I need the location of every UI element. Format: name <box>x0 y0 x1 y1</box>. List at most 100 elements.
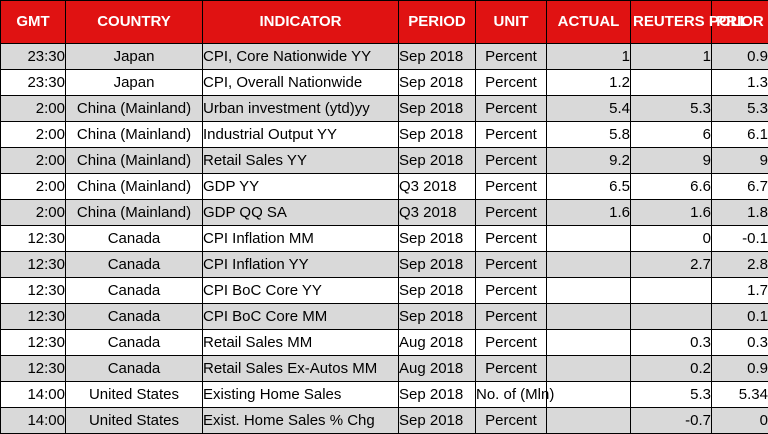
cell-actual: 1 <box>546 43 631 70</box>
cell-actual <box>546 303 631 330</box>
cell-indicator: CPI Inflation MM <box>202 225 399 252</box>
cell-gmt: 12:30 <box>0 251 66 278</box>
cell-unit: Percent <box>475 199 547 226</box>
cell-actual <box>546 407 631 434</box>
cell-country: China (Mainland) <box>65 199 203 226</box>
cell-gmt: 12:30 <box>0 277 66 304</box>
table-row: 14:00 United States Existing Home Sales … <box>0 381 768 408</box>
cell-country: China (Mainland) <box>65 147 203 174</box>
cell-period: Sep 2018 <box>398 225 476 252</box>
cell-prior: 1.3 <box>711 69 768 96</box>
cell-reuters-poll: 6.6 <box>630 173 712 200</box>
cell-unit: Percent <box>475 121 547 148</box>
cell-country: Canada <box>65 277 203 304</box>
cell-country: Canada <box>65 251 203 278</box>
cell-period: Sep 2018 <box>398 277 476 304</box>
table-body: 23:30 Japan CPI, Core Nationwide YY Sep … <box>0 43 768 434</box>
cell-unit: Percent <box>475 225 547 252</box>
cell-period: Sep 2018 <box>398 147 476 174</box>
cell-period: Aug 2018 <box>398 329 476 356</box>
cell-reuters-poll: -0.7 <box>630 407 712 434</box>
cell-country: United States <box>65 407 203 434</box>
table-row: 12:30 Canada CPI BoC Core YY Sep 2018 Pe… <box>0 277 768 304</box>
cell-unit: Percent <box>475 355 547 382</box>
table-row: 12:30 Canada Retail Sales Ex-Autos MM Au… <box>0 355 768 382</box>
cell-indicator: Existing Home Sales <box>202 381 399 408</box>
cell-period: Q3 2018 <box>398 173 476 200</box>
cell-country: Canada <box>65 329 203 356</box>
cell-prior: 5.34 <box>711 381 768 408</box>
cell-indicator: Retail Sales Ex-Autos MM <box>202 355 399 382</box>
cell-country: China (Mainland) <box>65 121 203 148</box>
table-row: 23:30 Japan CPI, Overall Nationwide Sep … <box>0 69 768 96</box>
col-header-actual: ACTUAL <box>546 0 631 44</box>
cell-unit: Percent <box>475 329 547 356</box>
cell-country: China (Mainland) <box>65 95 203 122</box>
cell-country: Japan <box>65 43 203 70</box>
cell-prior: 9 <box>711 147 768 174</box>
cell-country: United States <box>65 381 203 408</box>
cell-prior: 0.3 <box>711 329 768 356</box>
header-row: GMT COUNTRY INDICATOR PERIOD UNIT ACTUAL… <box>0 0 768 44</box>
col-header-indicator: INDICATOR <box>202 0 399 44</box>
cell-unit: Percent <box>475 69 547 96</box>
cell-actual <box>546 225 631 252</box>
cell-period: Sep 2018 <box>398 251 476 278</box>
cell-unit: Percent <box>475 147 547 174</box>
cell-actual: 9.2 <box>546 147 631 174</box>
cell-reuters-poll: 1 <box>630 43 712 70</box>
cell-reuters-poll <box>630 277 712 304</box>
cell-reuters-poll: 6 <box>630 121 712 148</box>
col-header-reuters-poll: REUTERS POLL <box>630 0 749 44</box>
cell-gmt: 2:00 <box>0 199 66 226</box>
cell-unit: Percent <box>475 277 547 304</box>
cell-prior: 0 <box>711 407 768 434</box>
cell-indicator: CPI, Core Nationwide YY <box>202 43 399 70</box>
cell-indicator: Urban investment (ytd)yy <box>202 95 399 122</box>
cell-reuters-poll <box>630 303 712 330</box>
col-header-country: COUNTRY <box>65 0 203 44</box>
cell-actual: 5.8 <box>546 121 631 148</box>
cell-actual <box>546 381 631 408</box>
cell-prior: 1.7 <box>711 277 768 304</box>
cell-gmt: 2:00 <box>0 147 66 174</box>
cell-indicator: CPI, Overall Nationwide <box>202 69 399 96</box>
cell-country: Canada <box>65 225 203 252</box>
cell-period: Aug 2018 <box>398 355 476 382</box>
table-row: 12:30 Canada CPI BoC Core MM Sep 2018 Pe… <box>0 303 768 330</box>
cell-period: Sep 2018 <box>398 121 476 148</box>
cell-reuters-poll <box>630 69 712 96</box>
cell-reuters-poll: 9 <box>630 147 712 174</box>
cell-gmt: 23:30 <box>0 43 66 70</box>
cell-unit: Percent <box>475 95 547 122</box>
cell-prior: 0.9 <box>711 355 768 382</box>
table-row: 2:00 China (Mainland) Industrial Output … <box>0 121 768 148</box>
table-header: GMT COUNTRY INDICATOR PERIOD UNIT ACTUAL… <box>0 0 768 44</box>
cell-unit: Percent <box>475 43 547 70</box>
cell-gmt: 2:00 <box>0 95 66 122</box>
cell-country: Japan <box>65 69 203 96</box>
cell-reuters-poll: 0.2 <box>630 355 712 382</box>
table-row: 12:30 Canada CPI Inflation MM Sep 2018 P… <box>0 225 768 252</box>
cell-prior: -0.1 <box>711 225 768 252</box>
cell-indicator: CPI Inflation YY <box>202 251 399 278</box>
cell-reuters-poll: 1.6 <box>630 199 712 226</box>
cell-actual <box>546 355 631 382</box>
cell-period: Sep 2018 <box>398 95 476 122</box>
cell-gmt: 23:30 <box>0 69 66 96</box>
cell-gmt: 12:30 <box>0 303 66 330</box>
cell-period: Q3 2018 <box>398 199 476 226</box>
cell-unit: Percent <box>475 407 547 434</box>
table-row: 23:30 Japan CPI, Core Nationwide YY Sep … <box>0 43 768 70</box>
cell-indicator: CPI BoC Core YY <box>202 277 399 304</box>
cell-actual <box>546 329 631 356</box>
cell-actual: 1.2 <box>546 69 631 96</box>
cell-country: Canada <box>65 303 203 330</box>
cell-gmt: 2:00 <box>0 173 66 200</box>
col-header-gmt: GMT <box>0 0 66 44</box>
table-row: 2:00 China (Mainland) GDP QQ SA Q3 2018 … <box>0 199 768 226</box>
table-row: 14:00 United States Exist. Home Sales % … <box>0 407 768 434</box>
cell-period: Sep 2018 <box>398 303 476 330</box>
cell-indicator: Retail Sales YY <box>202 147 399 174</box>
